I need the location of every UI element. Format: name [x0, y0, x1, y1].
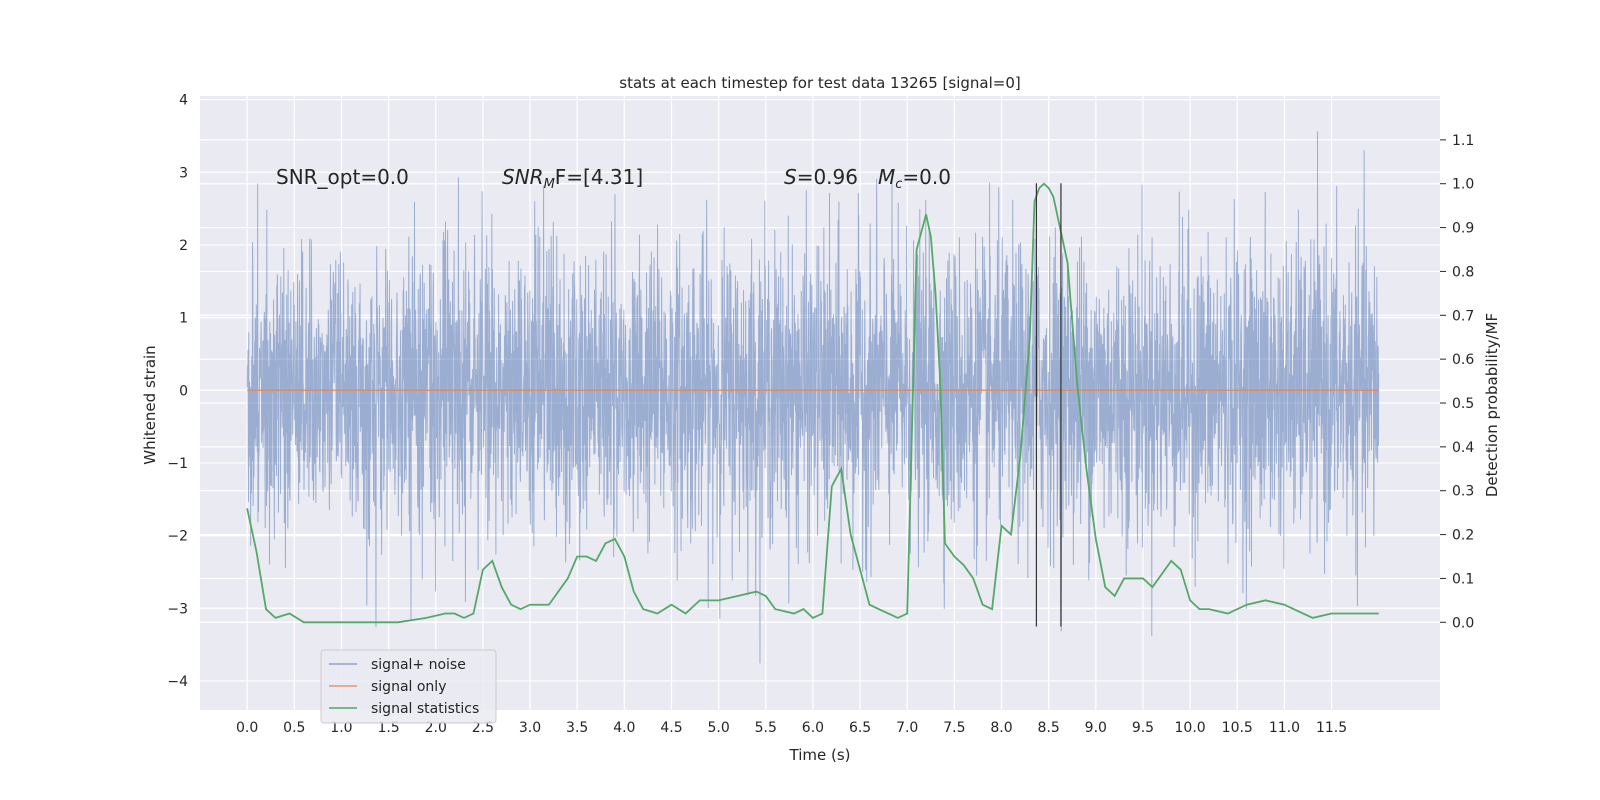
- x-tick-label-5: 2.5: [472, 720, 494, 736]
- x-tick-label-10: 5.0: [707, 720, 729, 736]
- y2-tick-label-0: 0.0: [1452, 615, 1474, 631]
- x-tick-label-3: 1.5: [377, 720, 399, 736]
- y-tick-label-2: −2: [167, 529, 188, 545]
- y-tick-label-1: −3: [167, 601, 188, 617]
- y2-axis-ticks: 0.0 0.1 0.2 0.3 0.4 0.5 0.6 0.7 0.8 0.9 1.0 1.1: [1440, 133, 1474, 631]
- chart-title: stats at each timestep for test data 132…: [619, 74, 1020, 92]
- annotation-s-symbol: S: [784, 165, 797, 189]
- x-tick-label-18: 9.0: [1085, 720, 1107, 736]
- signal-statistics-line: [246, 182, 1379, 624]
- annotation-mc-subscript: c: [895, 177, 902, 192]
- annotation-snr-mf-symbol: SNR: [502, 165, 544, 189]
- x-tick-label-6: 3.0: [519, 720, 541, 736]
- annotation-snr-opt: SNR_opt=0.0: [276, 165, 409, 189]
- x-tick-label-0: 0.0: [236, 720, 258, 736]
- annotation-mc-symbol: M: [878, 165, 895, 189]
- x-tick-label-20: 10.0: [1175, 720, 1206, 736]
- x-tick-label-22: 11.0: [1269, 720, 1300, 736]
- y2-tick-label-4: 0.4: [1452, 440, 1474, 456]
- y2-tick-label-7: 0.7: [1452, 308, 1474, 324]
- y2-tick-label-10: 1.0: [1452, 177, 1474, 193]
- annotation-snr-mf-value: F=[4.31]: [555, 165, 643, 189]
- y-tick-label-5: 1: [179, 311, 188, 327]
- x-tick-label-15: 7.5: [943, 720, 965, 736]
- y-tick-label-4: 0: [179, 383, 188, 399]
- x-tick-label-12: 6.0: [802, 720, 824, 736]
- x-tick-label-21: 10.5: [1222, 720, 1253, 736]
- x-tick-label-11: 5.5: [755, 720, 777, 736]
- legend-label-signal-only: signal only: [371, 679, 446, 695]
- x-tick-label-19: 9.5: [1132, 720, 1154, 736]
- annotation-snr-mf: SNRMF=[4.31]: [502, 165, 643, 192]
- x-tick-label-7: 3.5: [566, 720, 588, 736]
- y-axis-ticks: −4 −3 −2 −1 0 1 2 3 4: [167, 93, 188, 690]
- x-tick-label-14: 7.0: [896, 720, 918, 736]
- y-tick-label-6: 2: [179, 238, 188, 254]
- annotation-snr-mf-subscript: M: [544, 177, 555, 192]
- legend-label-signal-noise: signal+ noise: [371, 657, 466, 673]
- series-signal-noise: [246, 131, 1380, 664]
- x-tick-label-1: 0.5: [283, 720, 305, 736]
- legend-label-signal-statistics: signal statistics: [371, 701, 479, 717]
- y2-tick-label-8: 0.8: [1452, 264, 1474, 280]
- y2-tick-label-6: 0.6: [1452, 352, 1474, 368]
- y2-tick-label-5: 0.5: [1452, 396, 1474, 412]
- y-tick-label-0: −4: [167, 674, 188, 690]
- y2-tick-label-3: 0.3: [1452, 484, 1474, 500]
- y-tick-label-8: 4: [179, 93, 188, 109]
- x-tick-label-2: 1.0: [330, 720, 352, 736]
- x-tick-label-8: 4.0: [613, 720, 635, 736]
- y-tick-label-3: −1: [167, 456, 188, 472]
- annotation-mc: Mc=0.0: [878, 165, 951, 192]
- x-tick-label-9: 4.5: [660, 720, 682, 736]
- annotation-mc-value: =0.0: [902, 165, 951, 189]
- signal-noise-line: [246, 131, 1380, 664]
- x-tick-label-13: 6.5: [849, 720, 871, 736]
- annotation-s: S=0.96: [784, 165, 858, 189]
- y-tick-label-7: 3: [179, 165, 188, 181]
- x-axis-ticks: 0.0 0.5 1.0 1.5 2.0 2.5 3.0 3.5 4.0 4.5 5.0 5.5 6.0 6…: [236, 720, 1347, 736]
- x-tick-label-4: 2.0: [425, 720, 447, 736]
- y-axis-label: Whitened strain: [141, 345, 159, 464]
- y2-tick-label-1: 0.1: [1452, 571, 1474, 587]
- x-tick-label-23: 11.5: [1316, 720, 1347, 736]
- annotation-s-value: =0.96: [797, 165, 858, 189]
- legend: signal+ noise signal only signal statist…: [320, 649, 497, 724]
- legend-box: [320, 649, 497, 724]
- x-axis-label: Time (s): [789, 746, 851, 764]
- x-tick-label-16: 8.0: [990, 720, 1012, 736]
- y2-tick-label-2: 0.2: [1452, 528, 1474, 544]
- x-tick-label-17: 8.5: [1038, 720, 1060, 736]
- y2-axis-label: Detection probability/MF: [1483, 313, 1501, 497]
- series-signal-statistics: [246, 182, 1379, 624]
- y2-tick-label-11: 1.1: [1452, 133, 1474, 149]
- event-markers: [1035, 183, 1062, 627]
- y2-tick-label-9: 0.9: [1452, 221, 1474, 237]
